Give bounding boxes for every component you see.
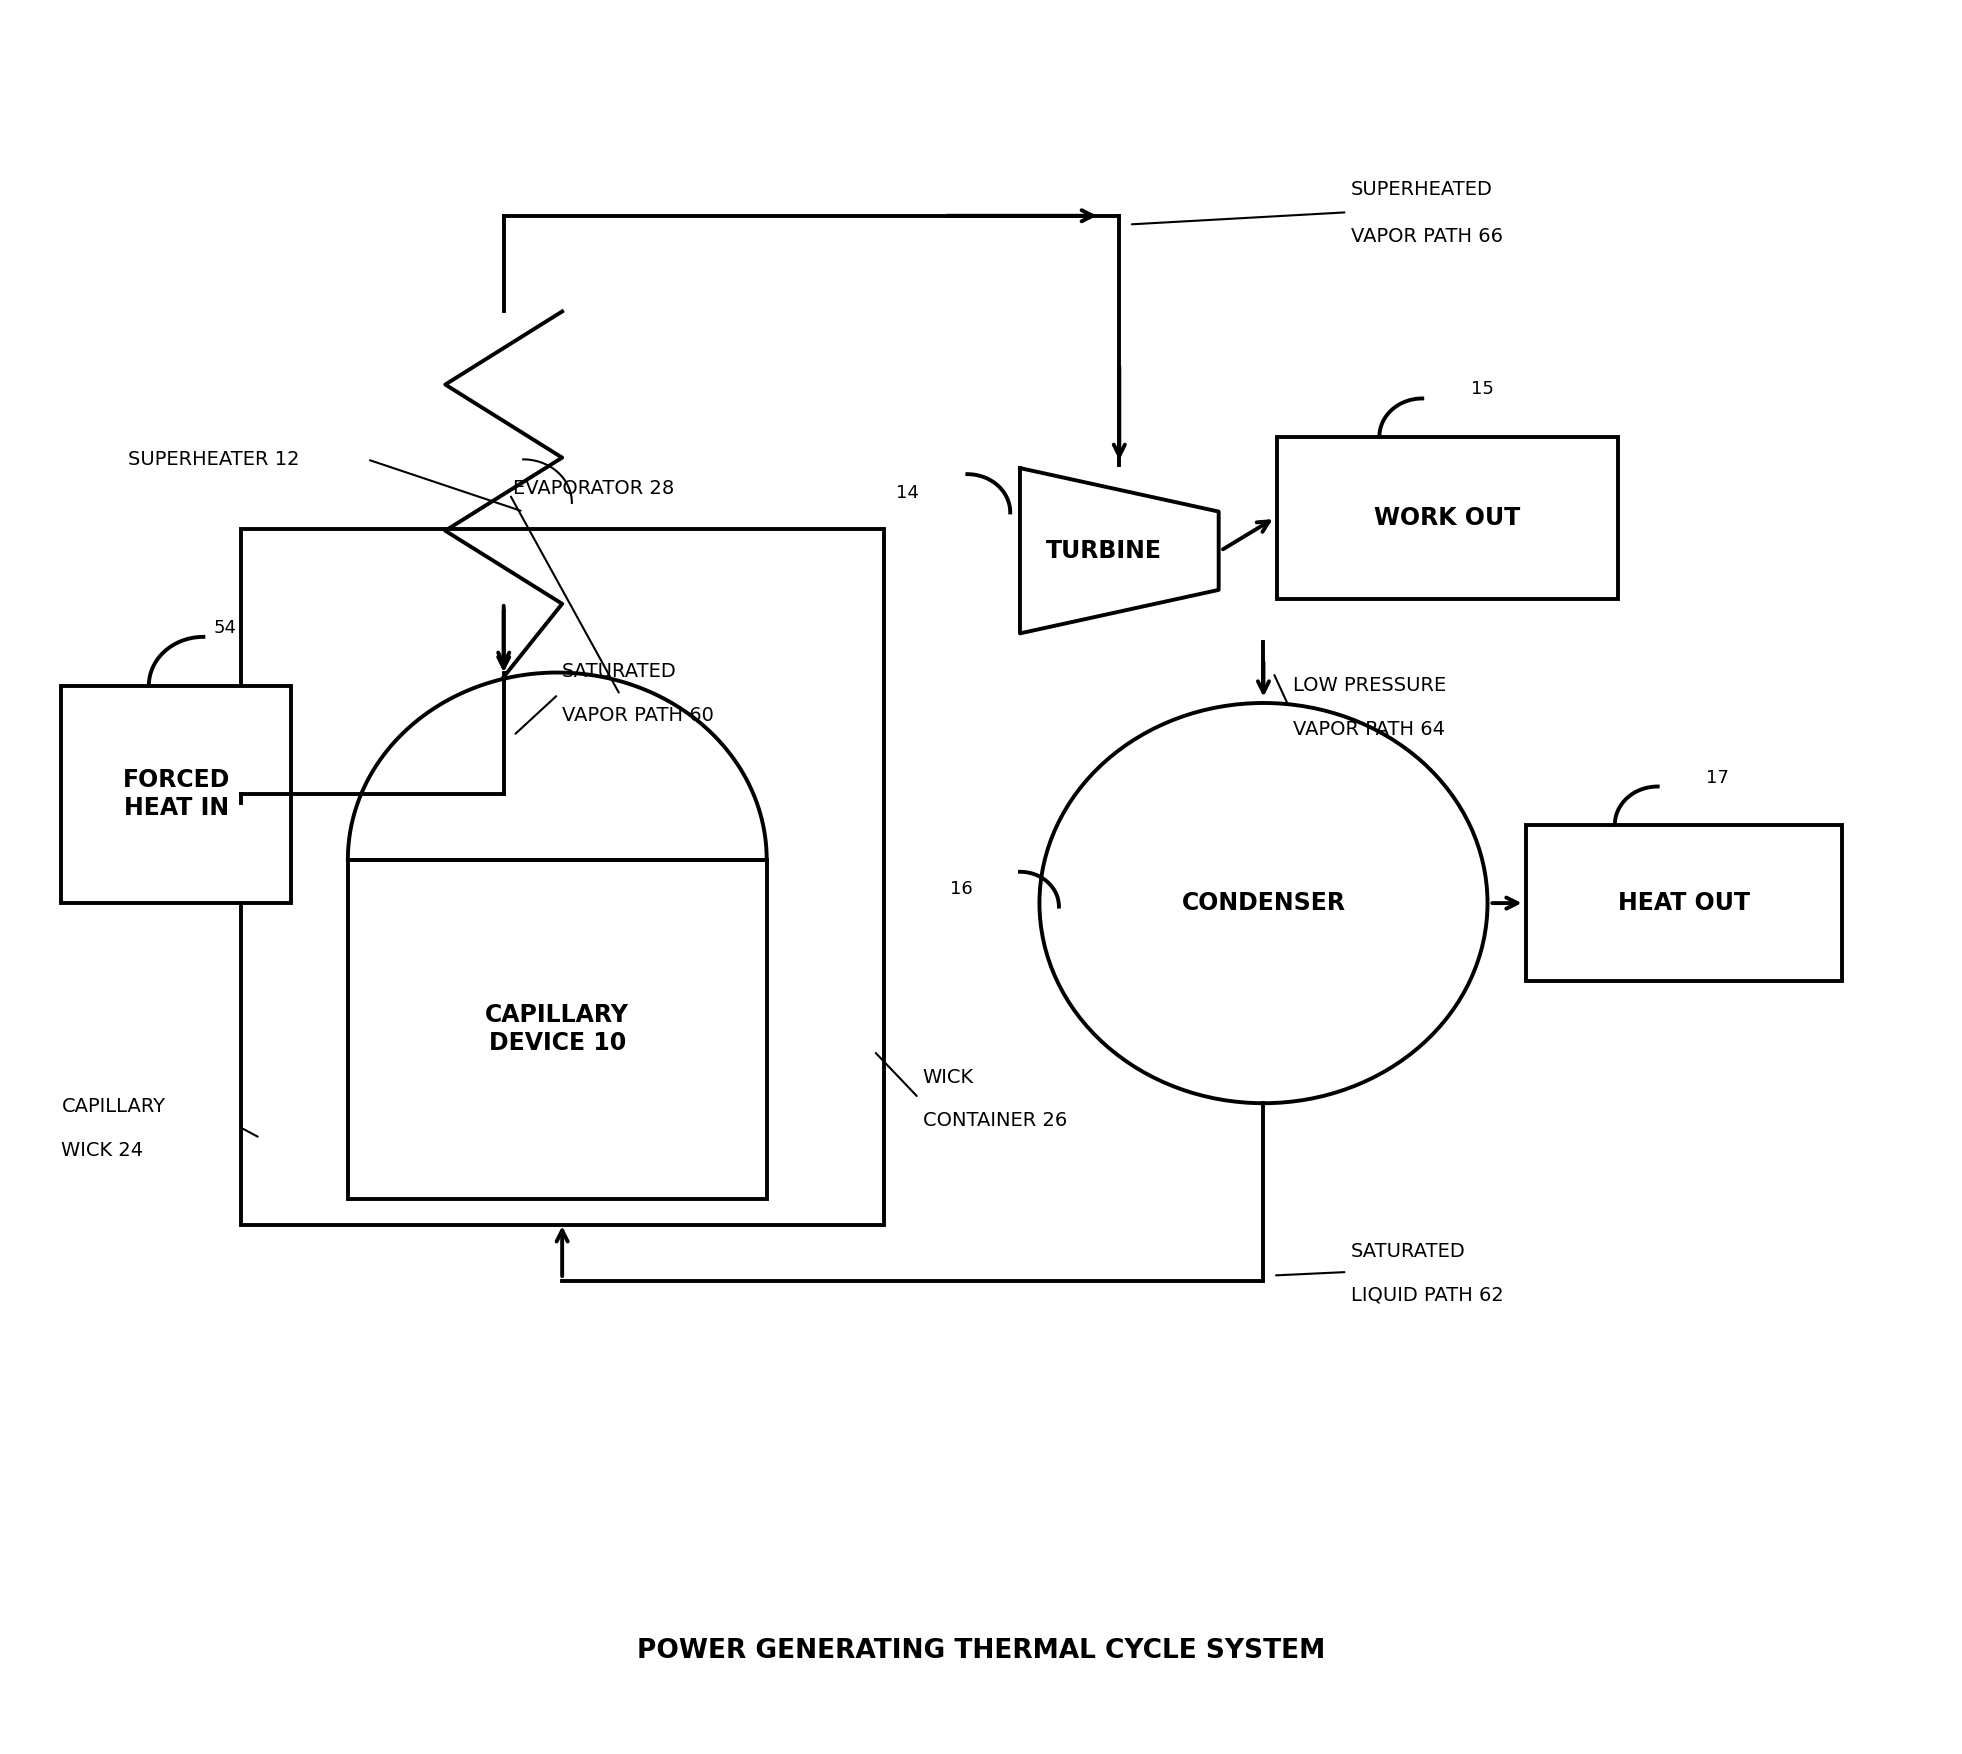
Text: CAPILLARY: CAPILLARY bbox=[61, 1098, 165, 1116]
Bar bbox=[1277, 437, 1619, 598]
Text: 14: 14 bbox=[897, 484, 918, 502]
Text: 15: 15 bbox=[1472, 381, 1493, 398]
Text: 54: 54 bbox=[214, 619, 235, 637]
Text: POWER GENERATING THERMAL CYCLE SYSTEM: POWER GENERATING THERMAL CYCLE SYSTEM bbox=[638, 1638, 1324, 1665]
Text: WICK: WICK bbox=[922, 1068, 973, 1087]
Text: CONTAINER 26: CONTAINER 26 bbox=[922, 1110, 1067, 1130]
Text: VAPOR PATH 66: VAPOR PATH 66 bbox=[1352, 226, 1503, 246]
Text: WORK OUT: WORK OUT bbox=[1375, 505, 1521, 530]
Text: LOW PRESSURE: LOW PRESSURE bbox=[1293, 675, 1446, 695]
Text: 16: 16 bbox=[950, 881, 973, 898]
Text: HEAT OUT: HEAT OUT bbox=[1619, 891, 1750, 916]
Text: EVAPORATOR 28: EVAPORATOR 28 bbox=[514, 479, 675, 498]
Text: VAPOR PATH 64: VAPOR PATH 64 bbox=[1293, 719, 1444, 738]
Text: 17: 17 bbox=[1707, 768, 1729, 786]
Text: TURBINE: TURBINE bbox=[1046, 538, 1162, 563]
Bar bbox=[1526, 824, 1842, 982]
Text: SUPERHEATER 12: SUPERHEATER 12 bbox=[128, 449, 300, 468]
Text: SATURATED: SATURATED bbox=[1352, 1242, 1466, 1261]
Text: CONDENSER: CONDENSER bbox=[1181, 891, 1346, 916]
Bar bbox=[61, 686, 292, 903]
Text: FORCED
HEAT IN: FORCED HEAT IN bbox=[124, 768, 230, 821]
Bar bbox=[347, 859, 767, 1200]
Text: VAPOR PATH 60: VAPOR PATH 60 bbox=[563, 705, 714, 724]
Text: CAPILLARY
DEVICE 10: CAPILLARY DEVICE 10 bbox=[485, 1003, 630, 1056]
Text: SUPERHEATED: SUPERHEATED bbox=[1352, 181, 1493, 200]
Polygon shape bbox=[1020, 468, 1218, 633]
Bar bbox=[241, 530, 883, 1224]
Text: WICK 24: WICK 24 bbox=[61, 1140, 143, 1159]
Text: SATURATED: SATURATED bbox=[563, 663, 677, 681]
Circle shape bbox=[1040, 703, 1487, 1103]
Text: LIQUID PATH 62: LIQUID PATH 62 bbox=[1352, 1286, 1505, 1305]
